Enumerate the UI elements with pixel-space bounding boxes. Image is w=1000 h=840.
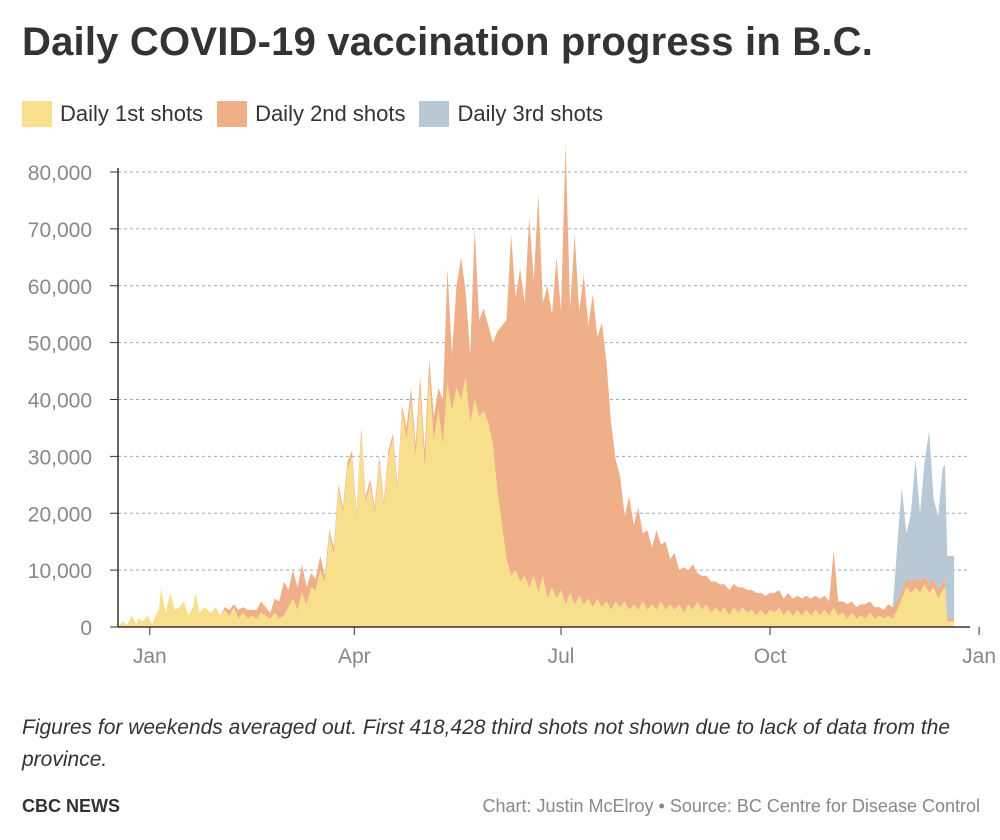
legend-swatch-first-shots (22, 101, 52, 127)
legend-swatch-third-shots (419, 101, 450, 127)
x-tick-label: Oct (754, 645, 787, 668)
legend-item-third-shots: Daily 3rd shots (419, 101, 603, 127)
y-tick-label: 0 (80, 617, 92, 640)
area-daily-1st-shots (118, 376, 955, 627)
x-tick-label: Jan (133, 645, 167, 668)
area-series (118, 143, 955, 627)
y-tick-label: 30,000 (28, 446, 92, 469)
y-tick-label: 40,000 (28, 390, 92, 413)
legend-label-second-shots: Daily 2nd shots (255, 101, 406, 126)
y-tick-label: 80,000 (28, 162, 92, 185)
chart-title: Daily COVID-19 vaccination progress in B… (22, 20, 874, 64)
cbc-news-logo: CBC NEWS (22, 796, 120, 816)
x-tick-label: Jul (548, 645, 575, 668)
legend-label-first-shots: Daily 1st shots (60, 101, 204, 126)
legend: Daily 1st shots Daily 2nd shots Daily 3r… (22, 100, 617, 128)
y-tick-label: 20,000 (28, 503, 92, 526)
y-tick-label: 50,000 (28, 333, 92, 356)
y-tick-label: 70,000 (28, 219, 92, 242)
y-tick-label: 60,000 (28, 276, 92, 299)
axes (110, 168, 980, 635)
vaccination-area-chart: 0 10,000 20,000 30,000 40,000 50,000 60,000 70,… (28, 143, 996, 668)
x-tick-label: Jan (962, 645, 996, 668)
source-credit: Chart: Justin McElroy • Source: BC Centr… (482, 796, 980, 816)
legend-label-third-shots: Daily 3rd shots (457, 101, 603, 126)
y-tick-labels: 0 10,000 20,000 30,000 40,000 50,000 60,000 70,… (28, 162, 92, 640)
legend-item-second-shots: Daily 2nd shots (217, 101, 405, 127)
legend-swatch-second-shots (217, 101, 248, 127)
footnote: Figures for weekends averaged out. First… (22, 716, 951, 771)
x-tick-label: Apr (338, 645, 371, 668)
x-tick-labels: Jan Apr Jul Oct Jan (133, 645, 996, 668)
legend-item-first-shots: Daily 1st shots (22, 101, 203, 127)
y-tick-label: 10,000 (28, 560, 92, 583)
area-daily-2nd-shots (118, 143, 955, 627)
